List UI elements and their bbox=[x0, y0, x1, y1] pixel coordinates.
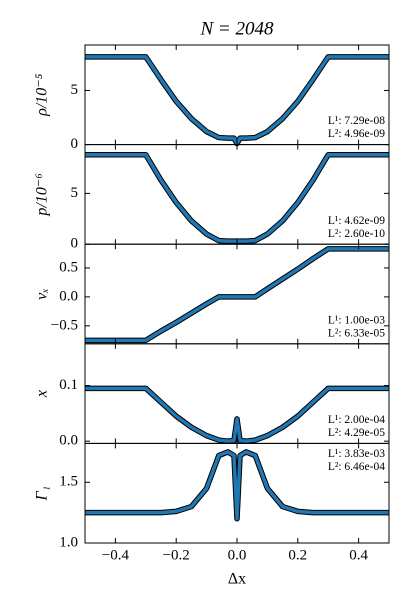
annotation: L¹: 2.00e-04 bbox=[328, 414, 385, 426]
data-line bbox=[85, 450, 389, 521]
annotation: L¹: 1.00e-03 bbox=[328, 314, 385, 326]
y-tick-label: 1.5 bbox=[59, 474, 78, 490]
y-tick-label: 1.0 bbox=[59, 534, 78, 550]
annotation: L²: 2.60e-10 bbox=[328, 228, 385, 240]
y-axis-label: ρ/10⁻⁵ bbox=[34, 73, 51, 117]
y-tick-label: 0 bbox=[71, 236, 79, 252]
x-tick-label: 0.4 bbox=[349, 547, 368, 563]
x-tick-label: 0.2 bbox=[288, 547, 307, 563]
annotation: L¹: 7.29e-08 bbox=[328, 115, 385, 127]
x-axis-label: Δx bbox=[228, 571, 246, 588]
y-tick-label: 0.1 bbox=[59, 377, 78, 393]
y-axis-label: p/10⁻⁶ bbox=[34, 173, 51, 217]
y-axis-label: x bbox=[34, 390, 51, 398]
data-line bbox=[85, 247, 389, 343]
annotation: L¹: 4.62e-09 bbox=[328, 215, 385, 227]
x-tick-label: 0.0 bbox=[228, 547, 247, 563]
y-tick-label: 5 bbox=[71, 185, 79, 201]
chart-title: N = 2048 bbox=[200, 18, 274, 39]
y-tick-label: 0.0 bbox=[59, 433, 78, 449]
annotation: L¹: 3.83e-03 bbox=[328, 448, 385, 460]
y-axis-label: Γ₁ bbox=[34, 486, 51, 502]
y-tick-label: 0.0 bbox=[59, 288, 78, 304]
y-axis-label: vₓ bbox=[34, 288, 51, 300]
y-tick-label: 5 bbox=[71, 82, 79, 98]
y-tick-label: 0.5 bbox=[59, 259, 78, 275]
y-tick-label: −0.5 bbox=[51, 317, 78, 333]
annotation: L²: 4.96e-09 bbox=[328, 128, 385, 140]
y-tick-label: 0 bbox=[71, 136, 79, 152]
annotation: L²: 4.29e-05 bbox=[328, 427, 385, 439]
data-line bbox=[85, 386, 389, 443]
x-tick-label: −0.2 bbox=[163, 547, 190, 563]
x-tick-label: −0.4 bbox=[102, 547, 130, 563]
annotation: L²: 6.46e-04 bbox=[328, 461, 385, 473]
annotation: L²: 6.33e-05 bbox=[328, 327, 385, 339]
